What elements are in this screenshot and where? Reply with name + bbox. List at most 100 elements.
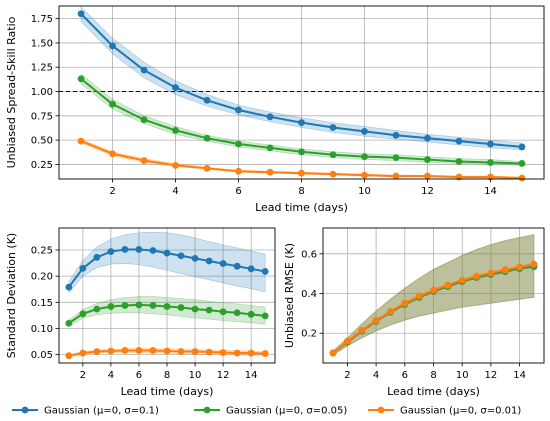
x-tick-label: 4 [172,186,178,197]
data-point [387,307,394,315]
data-point [79,264,87,272]
y-tick-label: 0.25 [31,245,53,256]
data-point [109,150,116,158]
data-point [93,348,101,355]
data-point [343,337,351,345]
confidence-band [332,234,535,356]
data-point [235,106,242,114]
data-point [109,100,116,108]
data-point [135,301,143,309]
data-point [235,167,242,175]
confidence-band [68,231,266,294]
data-point [191,254,199,262]
data-point [247,265,255,273]
data-point [361,153,368,161]
x-tick-label: 2 [109,186,115,197]
data-point [424,172,431,180]
data-point [203,96,211,104]
data-point [77,75,85,83]
data-point [444,281,452,289]
y-axis-label: Standard Deviation (K) [5,233,18,358]
data-point [358,326,366,334]
data-point [121,347,129,354]
data-point [372,316,380,324]
spread-skill-panel: 2 4 6 8 10 12 14 0.25 0.50 0.75 1.00 1.25 1.50 1.75 Le… [5,5,545,214]
data-point [77,137,85,145]
data-point [79,310,87,318]
data-point [518,160,526,167]
data-point [473,272,480,280]
data-point [65,283,73,291]
confidence-band [332,234,535,356]
confidence-band [332,233,535,356]
data-point [458,276,466,284]
data-point [329,349,337,357]
data-point [516,263,524,271]
data-point [261,312,269,320]
data-point [329,124,337,131]
y-axis-label: Unbiased RMSE (K) [283,243,296,348]
data-point [487,269,495,277]
data-point [266,144,274,152]
legend-marker [21,406,29,414]
data-point [455,158,463,165]
data-point [149,302,157,309]
std-dev-panel: 2 4 6 8 10 12 14 0.05 0.10 0.15 0.20 0.25 Lead time … [5,227,276,398]
legend-marker [203,406,211,414]
data-point [298,119,305,127]
x-tick-label: 14 [245,370,258,381]
x-tick-label: 12 [217,370,230,381]
data-point [487,140,494,148]
data-point [109,42,116,50]
x-axis-label: Lead time (days) [121,385,214,398]
data-point [205,348,213,356]
data-point [135,347,143,354]
data-point [247,310,255,318]
legend: Gaussian (μ=0, σ=0.1) Gaussian (μ=0, σ=0.… [12,406,521,417]
x-tick-label: 2 [80,370,86,381]
x-tick-label: 14 [484,186,497,197]
rmse-panel: 2 4 6 8 10 12 14 0.2 0.4 0.6 Lead time (days) Unbia… [283,227,545,398]
data-point [487,159,494,166]
data-point [298,169,305,177]
data-point [401,299,409,307]
data-point [233,309,241,317]
data-point [149,347,157,354]
data-point [177,348,185,355]
x-tick-label: 8 [298,186,304,197]
data-point [79,349,87,357]
x-tick-label: 10 [358,186,371,197]
data-point [430,286,437,294]
x-axis-label: Lead time (days) [255,201,348,214]
data-point [140,66,148,74]
data-point [203,164,211,172]
data-point [140,157,148,164]
data-point [530,260,538,268]
data-point [247,349,255,357]
x-tick-label: 14 [513,370,526,381]
y-tick-label: 0.6 [301,249,317,260]
y-tick-label: 0.05 [31,350,53,361]
y-tick-label: 0.20 [31,272,53,283]
y-axis-label: Unbiased Spread-Skill Ratio [5,16,18,168]
data-point [177,252,185,260]
data-point [191,305,199,313]
data-point [266,113,274,121]
data-point [233,349,241,357]
data-point [177,304,185,311]
data-point [518,143,526,151]
data-point [501,266,509,274]
x-tick-label: 4 [373,370,379,381]
data-point [121,302,129,309]
data-point [415,292,423,300]
data-point [392,131,400,139]
legend-label: Gaussian (μ=0, σ=0.1) [44,406,159,417]
data-point [329,170,337,178]
data-point [205,257,213,265]
data-point [261,268,269,275]
data-point [77,10,85,18]
data-point [455,137,463,145]
data-point [65,319,73,327]
data-point [163,249,171,257]
